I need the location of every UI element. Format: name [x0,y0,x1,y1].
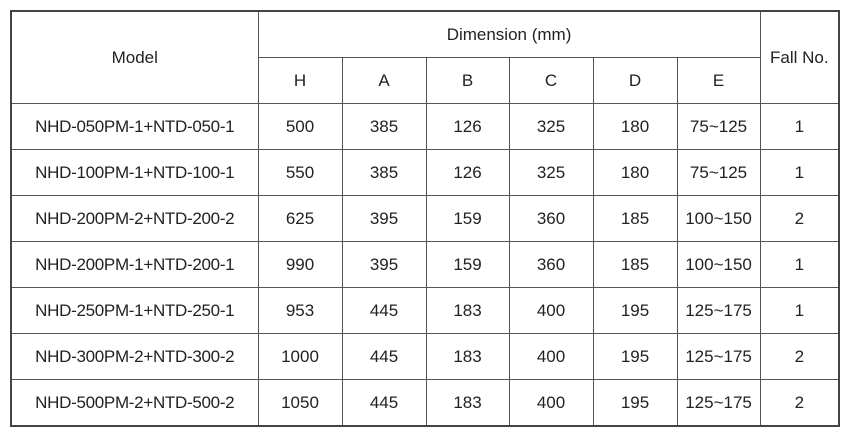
table-cell: 1 [759,103,840,150]
header-cell: B [425,57,510,104]
header-cell: Fall No. [759,10,840,104]
header-cell: A [341,57,427,104]
table-cell: 2 [759,379,840,427]
table-cell: 100~150 [676,241,761,288]
table-cell: NHD-300PM-2+NTD-300-2 [10,333,259,380]
table-cell: 500 [257,103,343,150]
table-cell: 1 [759,287,840,334]
table-cell: 625 [257,195,343,242]
table-row: NHD-200PM-2+NTD-200-2 625 395 159 360 185 100~… [10,195,840,242]
table-cell: 195 [592,287,678,334]
table-cell: 325 [508,103,594,150]
table-cell: 990 [257,241,343,288]
table-cell: 125~175 [676,333,761,380]
table-body: NHD-050PM-1+NTD-050-1 500 385 126 325 180 75~1… [10,103,840,427]
table-cell: 125~175 [676,287,761,334]
table-cell: 2 [759,195,840,242]
table-cell: 2 [759,333,840,380]
table-cell: 400 [508,287,594,334]
table-cell: 445 [341,333,427,380]
table-cell: NHD-500PM-2+NTD-500-2 [10,379,259,427]
table-cell: 180 [592,149,678,196]
table-cell: 183 [425,379,510,427]
table-cell: 360 [508,241,594,288]
table-cell: 185 [592,241,678,288]
table-cell: 183 [425,333,510,380]
table-cell: 400 [508,333,594,380]
table-row: NHD-250PM-1+NTD-250-1 953 445 183 400 195 125~… [10,287,840,334]
table-cell: 395 [341,195,427,242]
header-row: Model Dimension (mm) Fall No. [10,10,840,104]
header-cell: Model [10,10,259,104]
table-cell: 385 [341,149,427,196]
table-row: NHD-500PM-2+NTD-500-2 1050 445 183 400 195 125… [10,379,840,427]
table-cell: 195 [592,379,678,427]
table-cell: 395 [341,241,427,288]
table-cell: 953 [257,287,343,334]
table-cell: 159 [425,195,510,242]
table-cell: 1000 [257,333,343,380]
table-cell: 445 [341,287,427,334]
table-cell: 360 [508,195,594,242]
table-cell: 100~150 [676,195,761,242]
table-cell: 550 [257,149,343,196]
table-cell: 126 [425,149,510,196]
table-cell: NHD-250PM-1+NTD-250-1 [10,287,259,334]
table-cell: 183 [425,287,510,334]
table-cell: NHD-200PM-2+NTD-200-2 [10,195,259,242]
table-cell: NHD-200PM-1+NTD-200-1 [10,241,259,288]
table-cell: NHD-100PM-1+NTD-100-1 [10,149,259,196]
table-row: NHD-100PM-1+NTD-100-1 550 385 126 325 180 75~1… [10,149,840,196]
table-cell: 1 [759,149,840,196]
table-cell: 126 [425,103,510,150]
header-cell: Dimension (mm) [257,10,761,58]
table-cell: 180 [592,103,678,150]
table-row: NHD-050PM-1+NTD-050-1 500 385 126 325 180 75~1… [10,103,840,150]
header-cell: C [508,57,594,104]
table-cell: 1050 [257,379,343,427]
header-cell: E [676,57,761,104]
table-cell: 75~125 [676,103,761,150]
table-row: NHD-200PM-1+NTD-200-1 990 395 159 360 185 100~… [10,241,840,288]
table-cell: 159 [425,241,510,288]
header-cell: H [257,57,343,104]
table-row: NHD-300PM-2+NTD-300-2 1000 445 183 400 195 125… [10,333,840,380]
table-cell: 385 [341,103,427,150]
table-cell: 325 [508,149,594,196]
table-cell: 445 [341,379,427,427]
table-cell: 75~125 [676,149,761,196]
table-cell: 195 [592,333,678,380]
table-cell: NHD-050PM-1+NTD-050-1 [10,103,259,150]
header-cell: D [592,57,678,104]
table-cell: 125~175 [676,379,761,427]
table-cell: 400 [508,379,594,427]
table-cell: 1 [759,241,840,288]
table-cell: 185 [592,195,678,242]
